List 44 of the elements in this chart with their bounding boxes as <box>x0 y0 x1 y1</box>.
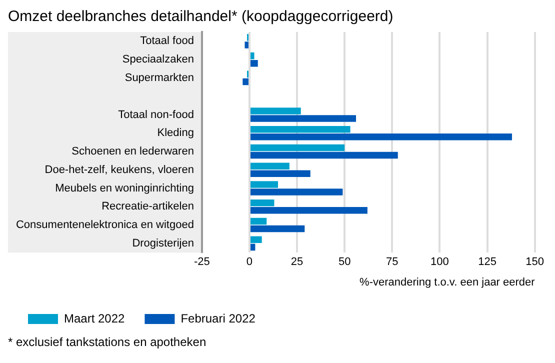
y-tick-label: Consumentenelektronica en witgoed <box>16 219 194 232</box>
y-tick-label: Supermarkten <box>124 72 194 84</box>
y-tick-label: Drogisterijen <box>132 237 194 250</box>
y-tick-label: Recreatie-artikelen <box>102 200 194 213</box>
bar <box>250 162 290 170</box>
y-tick-label: Totaal food <box>140 35 194 48</box>
bar <box>250 218 267 225</box>
bar <box>242 78 248 86</box>
bar <box>250 199 274 206</box>
bar <box>250 133 512 140</box>
bar <box>250 108 301 114</box>
bar <box>250 52 254 60</box>
bar <box>250 152 398 159</box>
x-tick-label: -25 <box>194 256 210 268</box>
bar <box>250 225 305 232</box>
x-tick-label: 50 <box>338 256 351 268</box>
bar <box>250 126 350 133</box>
bar <box>250 144 345 152</box>
bar <box>250 236 262 244</box>
y-tick-label: Kleding <box>157 127 194 140</box>
legend-label: Februari 2022 <box>180 311 256 326</box>
y-tick-label: Meubels en woninginrichting <box>55 182 194 194</box>
x-tick-label: 150 <box>526 256 544 268</box>
bar <box>244 42 248 48</box>
y-tick-label: Speciaalzaken <box>122 54 194 66</box>
x-tick-label: 0 <box>246 256 253 268</box>
y-tick-label: Totaal non-food <box>118 108 194 121</box>
y-tick-label: Schoenen en lederwaren <box>72 146 194 158</box>
y-tick-label: Doe-het-zelf, keukens, vloeren <box>44 164 194 176</box>
bar <box>250 207 368 214</box>
bar <box>250 188 343 196</box>
x-tick-label: 125 <box>478 256 496 268</box>
bar <box>250 244 256 251</box>
legend-label: Maart 2022 <box>64 311 126 326</box>
chart-title: Omzet deelbranches detailhandel* (koopdaggecorrigeerd) <box>8 8 394 26</box>
x-axis-title: %-verandering t.o.v. een jaar eerder <box>360 276 536 288</box>
x-tick-label: 75 <box>386 256 398 268</box>
bar <box>250 170 310 178</box>
x-tick-label: 100 <box>430 256 449 268</box>
bar <box>250 60 258 67</box>
x-tick-label: 25 <box>290 256 304 268</box>
bar <box>250 115 356 122</box>
text: * exclusief tankstations en apotheken <box>8 335 208 349</box>
bar <box>250 181 278 188</box>
